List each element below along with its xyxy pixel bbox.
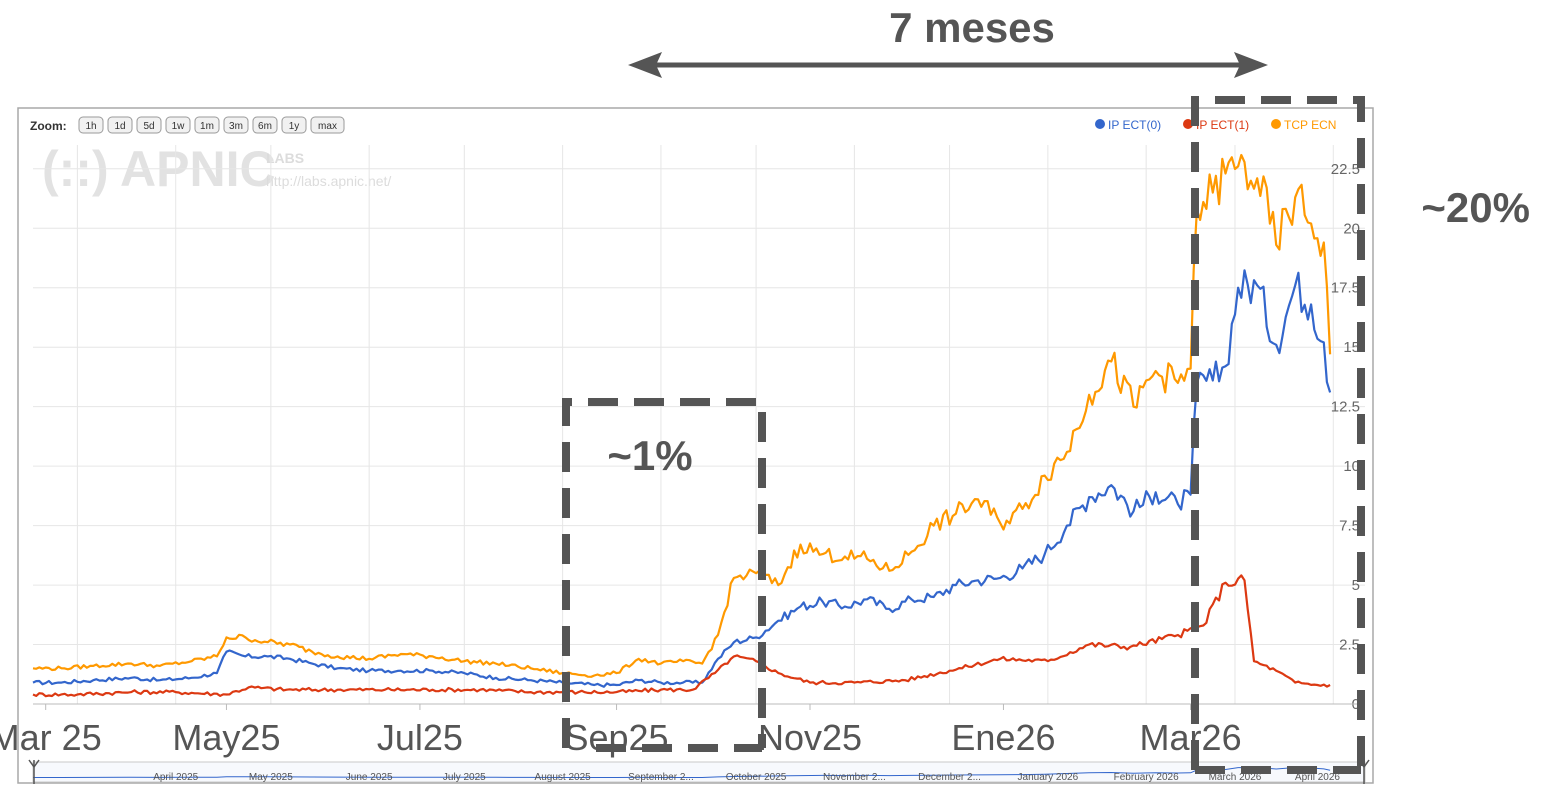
range-navigator[interactable]: April 2025 May 2025 June 2025 July 2025 Augu… bbox=[28, 759, 1370, 784]
y-tick-label: 5 bbox=[1352, 577, 1360, 594]
navigator-label: October 2025 bbox=[726, 772, 787, 783]
zoom-button-label: 1h bbox=[85, 121, 96, 132]
zoom-button-label: 1m bbox=[200, 121, 214, 132]
zoom-button-1y[interactable]: 1y bbox=[281, 116, 307, 134]
zoom-button-5d[interactable]: 5d bbox=[136, 116, 162, 134]
x-tick-label: Jul25 bbox=[377, 717, 463, 758]
y-tick-label: 2.5 bbox=[1339, 637, 1360, 654]
y-tick-label: 22.5 bbox=[1331, 161, 1360, 178]
navigator-label: June 2025 bbox=[346, 772, 393, 783]
y-tick-label: 20 bbox=[1343, 220, 1360, 237]
duration-label: 7 meses bbox=[889, 4, 1055, 51]
zoom-button-frame bbox=[78, 116, 104, 134]
duration-arrow-left-head bbox=[628, 52, 662, 78]
zoom-button-label: 6m bbox=[258, 121, 272, 132]
zoom-button-frame bbox=[223, 116, 249, 134]
zoom-button-frame bbox=[281, 116, 307, 134]
series-line-1 bbox=[32, 574, 1331, 698]
zoom-button-label: 1w bbox=[172, 121, 186, 132]
navigator-label: April 2026 bbox=[1295, 772, 1340, 783]
navigator-label: July 2025 bbox=[443, 772, 486, 783]
zoom-button-label: 5d bbox=[143, 121, 154, 132]
navigator-label: February 2026 bbox=[1114, 772, 1179, 783]
legend-item-2[interactable]: TCP ECN bbox=[1271, 118, 1336, 132]
zoom-button-frame bbox=[194, 116, 220, 134]
x-tick-label: Mar 25 bbox=[0, 717, 102, 758]
zoom-button-1d[interactable]: 1d bbox=[107, 116, 133, 134]
legend-item-1[interactable]: IP ECT(1) bbox=[1183, 118, 1249, 132]
legend-marker bbox=[1271, 119, 1281, 129]
legend-label: IP ECT(1) bbox=[1196, 118, 1249, 132]
duration-annotation: 7 meses bbox=[628, 4, 1268, 78]
navigator-handle-left-grip bbox=[28, 759, 40, 769]
zoom-bar: Zoom: 1h 1d 5d 1w 1m 3m 6m 1y max bbox=[30, 116, 345, 134]
recent-period-box: ~20% bbox=[1191, 96, 1530, 774]
zoom-button-label: max bbox=[318, 121, 337, 132]
navigator-label: November 2... bbox=[823, 772, 886, 783]
zoom-button-1m[interactable]: 1m bbox=[194, 116, 220, 134]
legend-label: IP ECT(0) bbox=[1108, 118, 1161, 132]
y-tick-label: 15 bbox=[1343, 339, 1360, 356]
watermark-url: http://labs.apnic.net/ bbox=[266, 173, 391, 189]
zoom-button-max[interactable]: max bbox=[310, 116, 345, 134]
y-tick-label: 12.5 bbox=[1331, 399, 1360, 416]
chart-panel bbox=[17, 107, 1374, 784]
x-tick-label: Ene26 bbox=[951, 717, 1055, 758]
legend-item-0[interactable]: IP ECT(0) bbox=[1095, 118, 1161, 132]
x-tick-label: Mar26 bbox=[1140, 717, 1242, 758]
zoom-button-3m[interactable]: 3m bbox=[223, 116, 249, 134]
y-tick-label: 7.5 bbox=[1339, 518, 1360, 535]
zoom-button-6m[interactable]: 6m bbox=[252, 116, 278, 134]
zoom-button-frame bbox=[252, 116, 278, 134]
zoom-button-label: 1d bbox=[114, 121, 125, 132]
navigator-label: May 2025 bbox=[249, 772, 293, 783]
navigator-line bbox=[33, 766, 1331, 778]
early-period-box: ~1% bbox=[562, 398, 766, 752]
zoom-button-frame bbox=[136, 116, 162, 134]
series-line-2 bbox=[32, 153, 1332, 678]
navigator-label: September 2... bbox=[628, 772, 694, 783]
legend-marker bbox=[1183, 119, 1193, 129]
x-tick-label: May25 bbox=[172, 717, 280, 758]
legend: IP ECT(0) IP ECT(1) TCP ECN bbox=[1095, 118, 1336, 132]
navigator-handle-left[interactable] bbox=[28, 759, 40, 784]
zoom-button-frame bbox=[165, 116, 191, 134]
navigator-labels: April 2025 May 2025 June 2025 July 2025 Augu… bbox=[153, 772, 1340, 783]
navigator-label: April 2025 bbox=[153, 772, 198, 783]
zoom-button-frame bbox=[107, 116, 133, 134]
watermark-labs: LABS bbox=[266, 150, 304, 166]
legend-label: TCP ECN bbox=[1284, 118, 1336, 132]
x-axis-ticks: Mar 25 May25 Jul25 Sep25 Nov25 Ene26 Mar26 bbox=[0, 704, 1242, 758]
zoom-button-frame bbox=[310, 116, 345, 134]
series-line-0 bbox=[32, 269, 1332, 688]
recent-period-label: ~20% bbox=[1421, 184, 1530, 231]
early-period-box-sides bbox=[562, 398, 766, 748]
navigator-label: March 2026 bbox=[1209, 772, 1262, 783]
x-tick-label: Nov25 bbox=[758, 717, 862, 758]
zoom-button-label: 1y bbox=[289, 121, 300, 132]
y-tick-label: 17.5 bbox=[1331, 280, 1360, 297]
navigator-label: January 2026 bbox=[1018, 772, 1079, 783]
navigator-label: December 2... bbox=[918, 772, 981, 783]
early-period-label: ~1% bbox=[607, 432, 692, 479]
zoom-button-label: 3m bbox=[229, 121, 243, 132]
zoom-button-1h[interactable]: 1h bbox=[78, 116, 104, 134]
series-layer bbox=[32, 153, 1332, 698]
duration-arrow-right-head bbox=[1234, 52, 1268, 78]
navigator-label: August 2025 bbox=[535, 772, 592, 783]
zoom-button-1w[interactable]: 1w bbox=[165, 116, 191, 134]
legend-marker bbox=[1095, 119, 1105, 129]
zoom-label: Zoom: bbox=[30, 119, 67, 133]
y-tick-label: 10 bbox=[1343, 458, 1360, 475]
recent-period-box-sides bbox=[1191, 96, 1365, 770]
